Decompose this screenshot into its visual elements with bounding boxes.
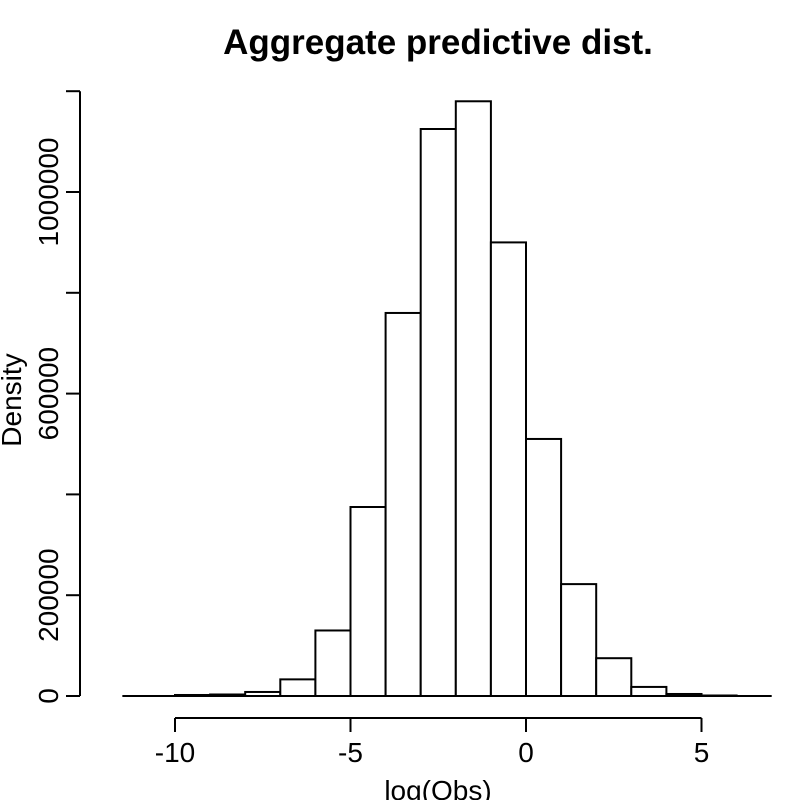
y-tick-label-3: 1000000 (33, 137, 64, 246)
histogram-bar-10 (525, 437, 563, 697)
x-axis-label: log(Obs) (384, 775, 491, 800)
histogram-bar-5 (349, 506, 387, 697)
histogram-bar-9 (489, 241, 527, 697)
histogram-bar-12 (595, 657, 633, 698)
x-tick-label-1: -5 (338, 737, 363, 768)
histogram-bar-11 (560, 583, 598, 697)
y-tick-label-2: 600000 (33, 347, 64, 440)
axes: -10 -5 0 5 0 200000 600000 1000000 (33, 90, 772, 768)
histogram-bar-4 (314, 629, 352, 697)
histogram-bar-8 (454, 100, 492, 697)
chart-title: Aggregate predictive dist. (223, 23, 653, 62)
histogram-bar-13 (630, 685, 668, 697)
histogram-bar-6 (384, 311, 422, 697)
x-tick-label-0: -10 (155, 737, 195, 768)
histogram-bar-3 (279, 678, 317, 697)
histogram-bar-7 (419, 128, 457, 697)
x-tick-label-3: 5 (694, 737, 710, 768)
histogram-bars (174, 100, 738, 698)
y-tick-label-0: 0 (33, 688, 64, 704)
y-tick-label-1: 200000 (33, 548, 64, 641)
x-tick-label-2: 0 (518, 737, 534, 768)
y-axis-label: Density (0, 353, 27, 446)
